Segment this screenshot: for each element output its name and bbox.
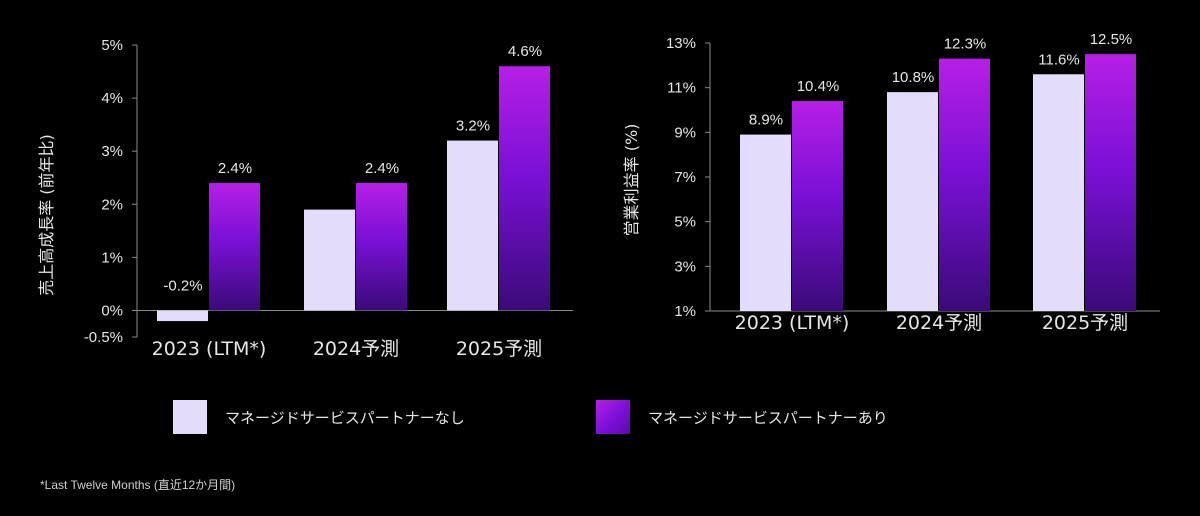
bar-without-partner-2023-ltm [740,134,791,311]
bar-value-label: 8.9% [749,112,783,129]
y-tick-label: 3% [674,258,696,275]
legend-swatch-with-partner [596,400,630,434]
bar-with-partner-2024 [356,183,407,311]
bar-value-label: 3.2% [456,118,490,135]
bar-without-partner-2024 [887,92,938,311]
bar-without-partner-2024 [304,209,355,311]
bar-value-label: 10.8% [892,69,935,86]
bar-value-label: 12.3% [944,36,987,53]
bar-with-partner-2025 [499,66,550,311]
y-tick-label: 7% [674,169,696,186]
y-tick-label: 5% [674,214,696,231]
bar-value-label: 12.5% [1090,31,1133,48]
y-tick-label: 1% [101,249,123,266]
bar-value-label: -0.2% [163,277,202,294]
y-tick-label: 5% [101,37,123,54]
revenue-growth-chart: -0.5% 0% 1% 2% 3% 4% 5% 売上高成長率 (前年比) 2023 (LTM*)… [37,37,573,360]
y-tick-label: 3% [101,143,123,160]
bar-with-partner-2023-ltm [209,183,260,311]
bar-without-partner-2025 [447,140,498,311]
bar-value-label: 10.4% [797,78,840,95]
x-category-label: 2023 (LTM*) [735,312,850,334]
bar-value-label: 11.6% [1038,51,1079,68]
legend-item-without-partner: マネージドサービスパートナーなし [173,400,465,434]
y-tick-label: 0% [101,302,123,319]
bar-value-label: 2.4% [365,160,399,177]
operating-margin-chart: 1% 3% 5% 7% 9% 11% 13% 営業利益率 (%) 2023 (LTM*) 2024… [622,31,1160,334]
bar-value-label: 4.6% [508,43,542,60]
bar-with-partner-2024 [939,58,990,312]
x-category-label: 2024予測 [896,312,982,334]
y-axis-title: 営業利益率 (%) [622,124,641,237]
y-tick-label: 4% [101,90,123,107]
bar-without-partner-2025 [1033,74,1084,312]
y-tick-label: 2% [101,196,123,213]
x-category-label: 2025予測 [456,338,542,360]
y-tick-label: 11% [667,80,696,97]
x-category-label: 2024予測 [313,338,399,360]
y-tick-label: 9% [674,124,696,141]
bar-with-partner-2025 [1085,54,1136,312]
bar-with-partner-2023-ltm [792,101,843,311]
bar-without-partner-2023-ltm [157,310,208,322]
x-category-label: 2023 (LTM*) [152,338,267,360]
y-axis-title: 売上高成長率 (前年比) [37,134,56,296]
bar-value-label: 2.4% [218,160,252,177]
y-tick-label: -0.5% [84,329,123,346]
legend-swatch-without-partner [173,400,207,434]
footnote: *Last Twelve Months (直近12か月間) [40,478,236,492]
legend-label-with-partner: マネージドサービスパートナーあり [648,409,888,427]
x-category-label: 2025予測 [1042,312,1128,334]
y-tick-label: 13% [666,35,696,52]
legend-label-without-partner: マネージドサービスパートナーなし [225,409,465,427]
legend-item-with-partner: マネージドサービスパートナーあり [596,400,888,434]
y-tick-label: 1% [674,303,696,320]
